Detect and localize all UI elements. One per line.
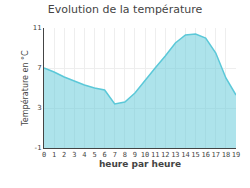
svg-text:16: 16 bbox=[201, 151, 209, 159]
svg-text:Evolution de la température: Evolution de la température bbox=[48, 3, 203, 16]
svg-text:7: 7 bbox=[113, 151, 117, 159]
svg-text:18: 18 bbox=[222, 151, 230, 159]
svg-text:8: 8 bbox=[123, 151, 127, 159]
svg-text:6: 6 bbox=[103, 151, 107, 159]
svg-text:15: 15 bbox=[191, 151, 199, 159]
svg-text:3: 3 bbox=[72, 151, 76, 159]
svg-text:11: 11 bbox=[151, 151, 159, 159]
svg-text:2: 2 bbox=[62, 151, 66, 159]
svg-text:4: 4 bbox=[82, 151, 86, 159]
svg-text:12: 12 bbox=[161, 151, 169, 159]
svg-text:0: 0 bbox=[42, 151, 46, 159]
svg-text:5: 5 bbox=[92, 151, 96, 159]
svg-text:14: 14 bbox=[181, 151, 189, 159]
svg-text:9: 9 bbox=[133, 151, 137, 159]
svg-text:19: 19 bbox=[232, 151, 240, 159]
svg-text:-1: -1 bbox=[35, 144, 42, 152]
svg-text:7: 7 bbox=[37, 64, 41, 72]
svg-text:3: 3 bbox=[37, 104, 41, 112]
svg-text:1: 1 bbox=[52, 151, 56, 159]
svg-text:17: 17 bbox=[212, 151, 220, 159]
svg-text:heure par heure: heure par heure bbox=[99, 159, 181, 169]
svg-text:13: 13 bbox=[171, 151, 179, 159]
svg-text:10: 10 bbox=[141, 151, 149, 159]
svg-text:Température en °C: Température en °C bbox=[20, 50, 30, 127]
svg-text:11: 11 bbox=[33, 24, 42, 32]
